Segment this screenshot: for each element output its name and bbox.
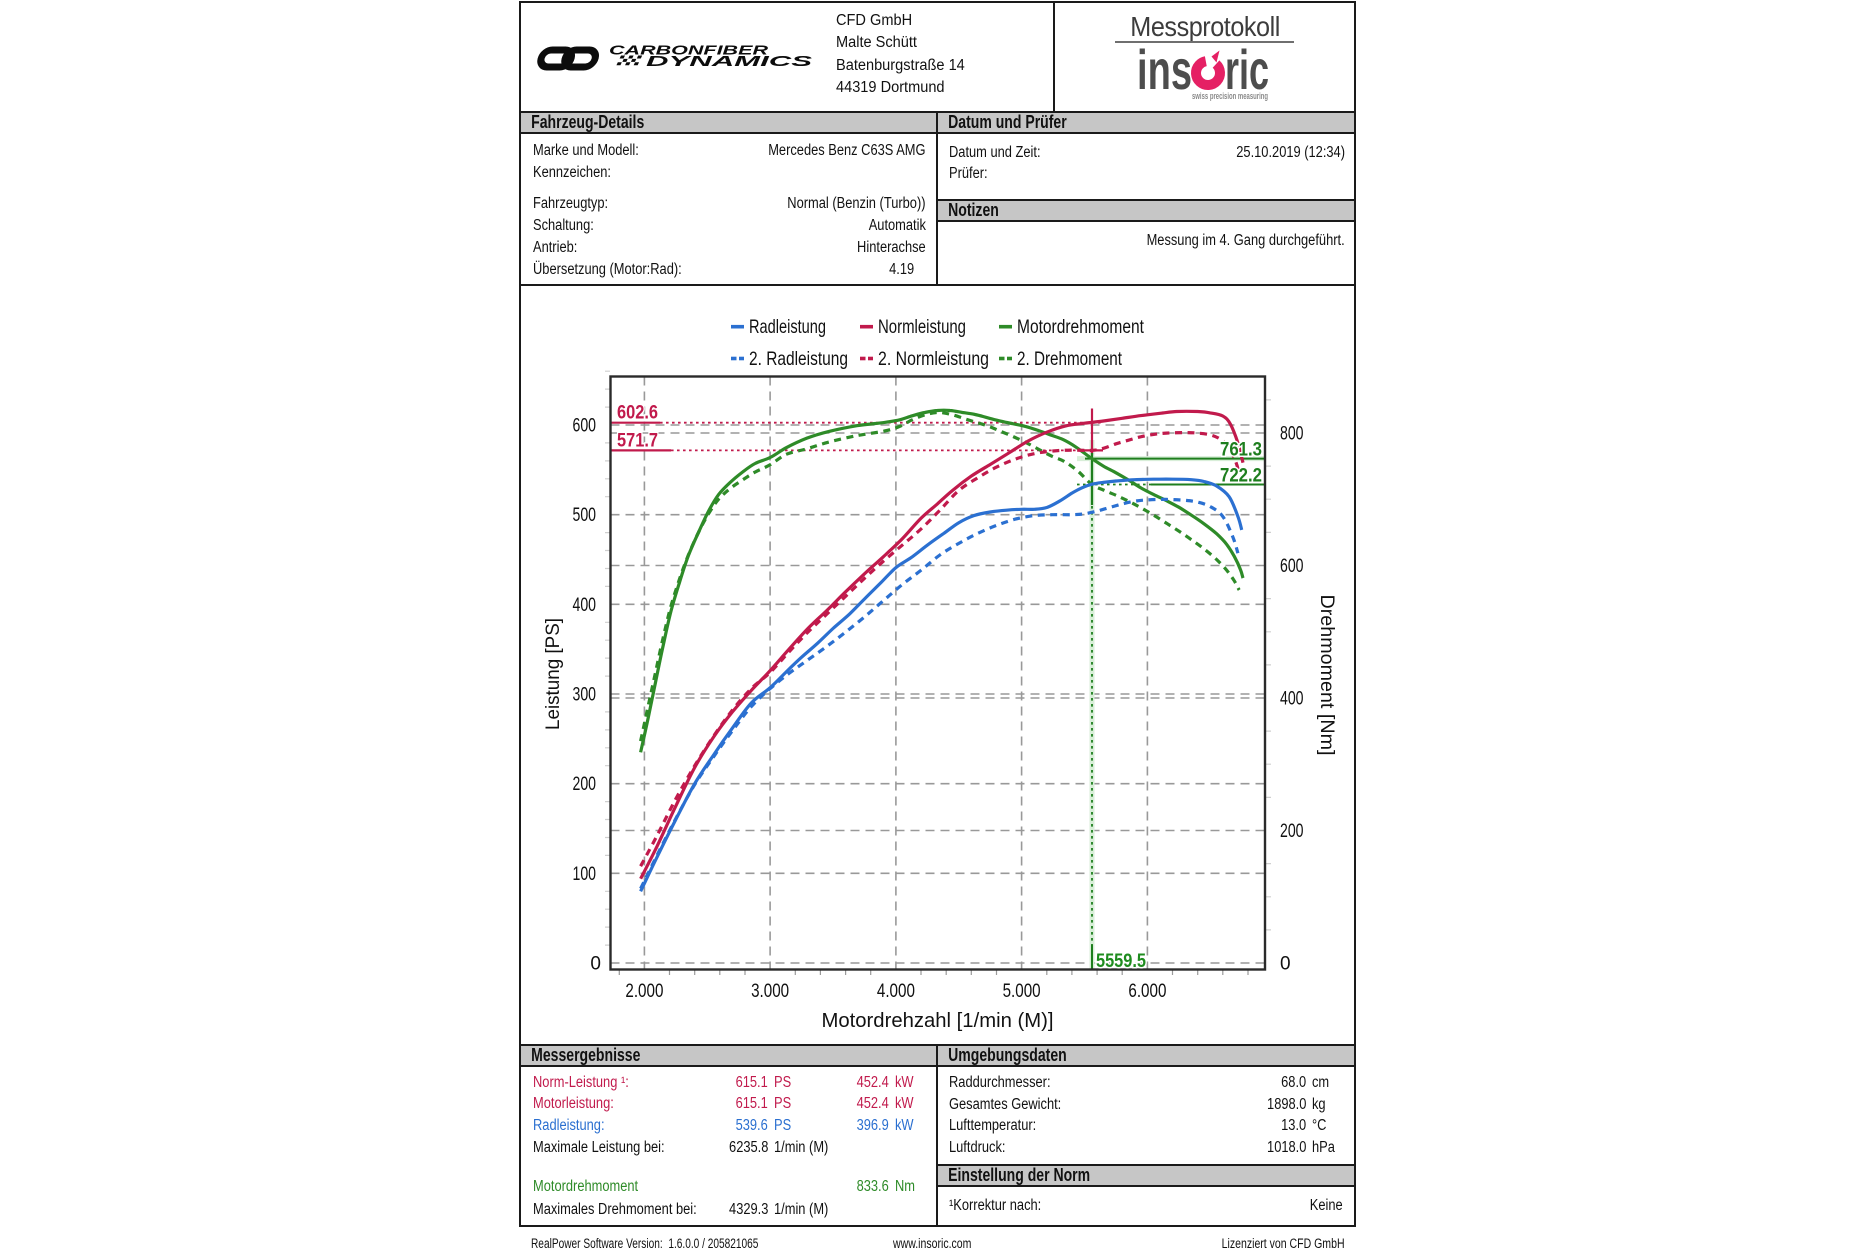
svg-text:Motordrehmoment: Motordrehmoment	[1017, 316, 1144, 338]
svg-text:2.000: 2.000	[625, 981, 663, 1002]
svg-text:CARBONFIBER: CARBONFIBER	[609, 43, 769, 58]
svg-text:6.000: 6.000	[1128, 981, 1166, 1002]
svg-text:0: 0	[590, 954, 601, 975]
svg-text:500: 500	[573, 505, 597, 526]
svg-text:5.000: 5.000	[1003, 981, 1041, 1002]
svg-text:2. Radleistung: 2. Radleistung	[749, 348, 848, 370]
svg-text:2. Drehmoment: 2. Drehmoment	[1017, 348, 1122, 370]
svg-text:100: 100	[573, 864, 597, 885]
svg-text:300: 300	[573, 685, 597, 706]
svg-text:Normleistung: Normleistung	[878, 316, 966, 338]
svg-text:ric: ric	[1225, 44, 1269, 101]
svg-text:571.7: 571.7	[617, 429, 658, 451]
svg-text:ins: ins	[1137, 44, 1192, 101]
svg-text:761.3: 761.3	[1220, 439, 1262, 461]
svg-text:Drehmoment [Nm]: Drehmoment [Nm]	[1316, 595, 1338, 756]
svg-text:Motordrehzahl [1/min (M)]: Motordrehzahl [1/min (M)]	[822, 1009, 1054, 1032]
svg-text:0: 0	[1280, 954, 1291, 975]
svg-text:Radleistung: Radleistung	[749, 316, 826, 338]
svg-text:200: 200	[573, 774, 597, 795]
svg-text:5559.5: 5559.5	[1096, 950, 1146, 972]
svg-text:600: 600	[573, 416, 597, 437]
svg-text:Leistung [PS]: Leistung [PS]	[542, 618, 564, 730]
svg-text:3.000: 3.000	[751, 981, 789, 1002]
svg-text:600: 600	[1280, 556, 1304, 577]
svg-text:800: 800	[1280, 424, 1304, 445]
svg-text:4.000: 4.000	[877, 981, 915, 1002]
svg-text:602.6: 602.6	[617, 402, 658, 424]
svg-text:400: 400	[573, 595, 597, 616]
svg-text:DYNAMICS: DYNAMICS	[646, 53, 812, 70]
svg-text:200: 200	[1280, 821, 1304, 842]
svg-text:400: 400	[1280, 689, 1304, 710]
svg-text:swiss precision measuring: swiss precision measuring	[1192, 91, 1268, 101]
svg-text:722.2: 722.2	[1220, 465, 1262, 487]
svg-text:2. Normleistung: 2. Normleistung	[878, 348, 989, 370]
